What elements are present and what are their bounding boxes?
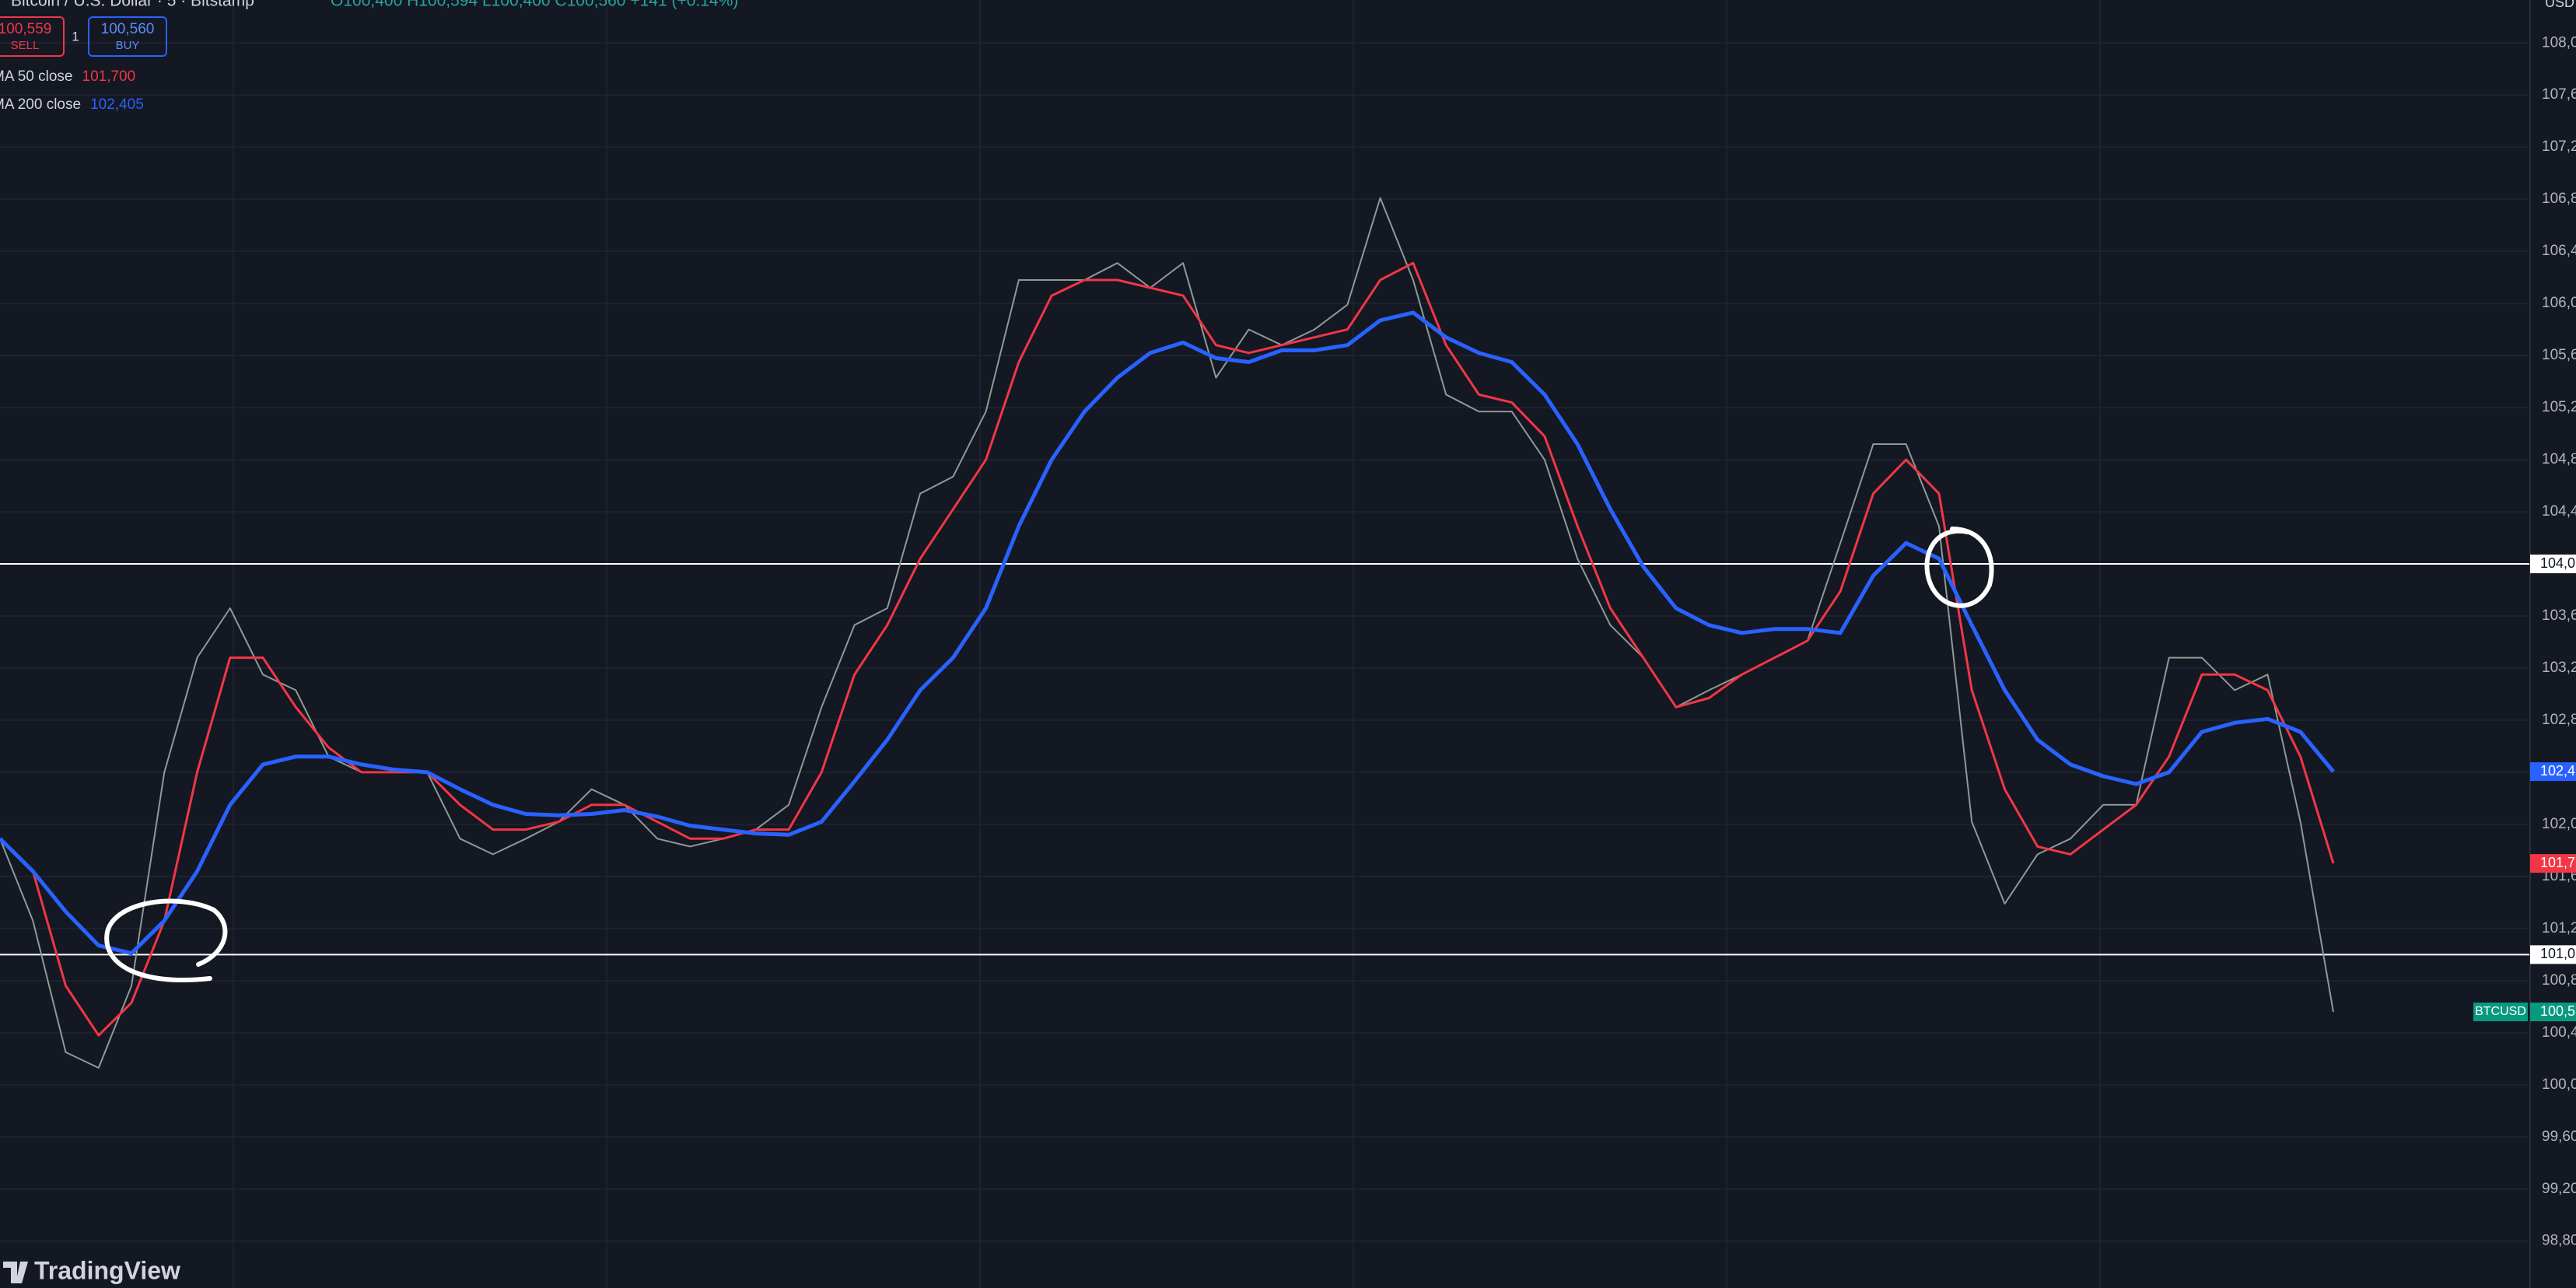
last-value-label: 102,4 (2540, 763, 2575, 779)
series-line (0, 310, 2335, 956)
last-value-badge (2530, 854, 2576, 873)
y-tick-label: 100,8 (2542, 972, 2576, 989)
annotation-circle (1924, 527, 1994, 608)
y-tick-label: 105,2 (2542, 399, 2576, 415)
y-tick-label: 105,6 (2542, 347, 2576, 363)
y-tick-label: 106,4 (2542, 243, 2576, 259)
y-tick-label: 106,0 (2542, 295, 2576, 311)
vertical-grid (233, 0, 2101, 1288)
logo (3, 1262, 28, 1283)
y-tick-label: 99,60 (2542, 1129, 2576, 1145)
legend-value: 101,700 (82, 68, 136, 85)
y-tick-label: 104,8 (2542, 451, 2576, 467)
y-tick-label: 107,2 (2542, 138, 2576, 155)
last-value-badge (2530, 1003, 2576, 1022)
spread: 1 (72, 29, 79, 44)
buy-button[interactable] (88, 16, 167, 57)
level-label: 101,0 (2540, 946, 2575, 961)
buy-label: BUY (116, 39, 140, 52)
y-tick-label: 108,0 (2542, 34, 2576, 51)
y-tick-label: 103,2 (2542, 660, 2576, 676)
y-tick-label: 100,4 (2542, 1024, 2576, 1041)
watermark: TradingView (34, 1256, 180, 1284)
annotations (104, 527, 1994, 983)
level-label: 104,0 (2540, 555, 2575, 571)
price-axis-labels: 98,8099,2099,60100,0100,4100,8101,2101,6… (2542, 34, 2576, 1248)
y-tick-label: 106,8 (2542, 191, 2576, 207)
sell-label: SELL (11, 39, 40, 52)
y-tick-label: 100,0 (2542, 1076, 2576, 1093)
y-tick-label: 102,8 (2542, 712, 2576, 728)
plot (0, 197, 2335, 1069)
y-tick-label: 103,6 (2542, 607, 2576, 624)
currency: USD (2545, 0, 2574, 10)
sell-price: 100,559 (0, 21, 51, 37)
last-value-badge (2530, 762, 2576, 782)
legend-name: MA 50 close (0, 68, 73, 85)
annotation-circle (104, 898, 228, 983)
buy-price: 100,560 (101, 21, 155, 37)
ohlc: O100,400 H100,594 L100,400 C100,560 +141… (331, 0, 738, 10)
badges: 104,0 101,0 BTCUSD 100,5 101,7 102,4 (2473, 555, 2576, 1022)
y-tick-label: 99,20 (2542, 1181, 2576, 1197)
y-tick-label: 102,0 (2542, 816, 2576, 832)
series-line (0, 261, 2335, 1037)
last-value-label: 101,7 (2540, 855, 2575, 870)
legend-name: MA 200 close (0, 96, 81, 113)
y-tick-label: 104,4 (2542, 503, 2576, 520)
y-tick-label: 101,2 (2542, 920, 2576, 936)
symbol-badge (2473, 1003, 2528, 1022)
y-tick-label: 98,80 (2542, 1233, 2576, 1249)
symbol-label: BTCUSD (2475, 1005, 2526, 1018)
y-tick-label: 107,6 (2542, 86, 2576, 103)
level-badge (2530, 945, 2576, 964)
price-axis (2530, 0, 2576, 1288)
sell-button[interactable] (0, 16, 65, 57)
legend-value: 102,405 (90, 96, 144, 113)
symbol-title: Bitcoin / U.S. Dollar · 5 · Bitstamp (11, 0, 254, 10)
last-value-label: 100,5 (2540, 1003, 2575, 1019)
level-badge (2530, 555, 2576, 574)
levels (0, 563, 2530, 956)
